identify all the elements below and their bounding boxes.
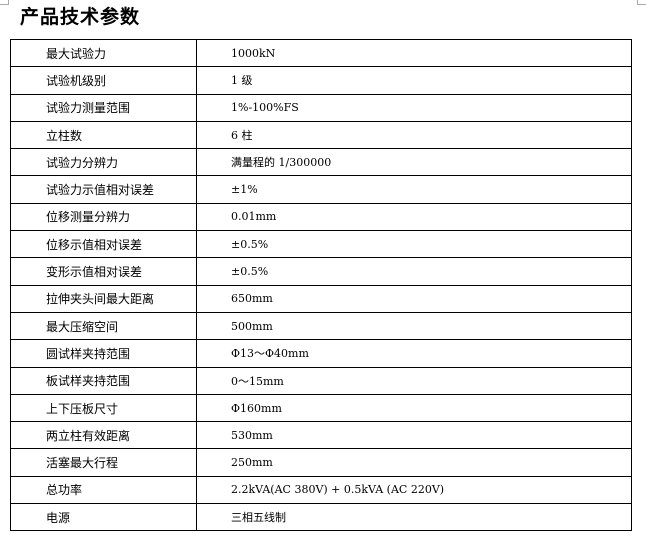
table-row: 最大压缩空间 500mm [10, 311, 632, 341]
corner-mark [0, 0, 9, 5]
table-row: 最大试验力 1000kN [10, 38, 632, 68]
corner-mark [637, 0, 646, 5]
table-row: 圆试样夹持范围 Φ13～Φ40mm [10, 339, 632, 368]
param-value: Φ160mm [196, 393, 632, 423]
table-row: 位移测量分辨力 0.01mm [10, 202, 632, 232]
table-row: 试验力示值相对误差 ±1% [10, 175, 632, 204]
param-label: 试验力示值相对误差 [10, 175, 197, 204]
param-label: 位移测量分辨力 [10, 202, 197, 232]
param-label: 活塞最大行程 [10, 448, 197, 477]
page-title: 产品技术参数 [20, 6, 141, 28]
param-value: 530mm [196, 421, 632, 450]
param-value: 250mm [196, 448, 632, 477]
param-value: ±0.5% [196, 257, 632, 286]
param-value: 2.2kVA(AC 380V) + 0.5kVA (AC 220V) [196, 475, 632, 505]
param-value: ±0.5% [196, 230, 632, 259]
table-row: 两立柱有效距离 530mm [10, 421, 632, 450]
param-label: 试验力分辨力 [10, 148, 197, 177]
table-row: 总功率 2.2kVA(AC 380V) + 0.5kVA (AC 220V) [10, 475, 632, 505]
param-value: 500mm [196, 311, 632, 341]
param-label: 圆试样夹持范围 [10, 339, 197, 368]
table-row: 试验力测量范围 1%-100%FS [10, 93, 632, 122]
param-label: 最大压缩空间 [10, 311, 197, 341]
param-value: 650mm [196, 284, 632, 313]
param-label: 立柱数 [10, 120, 197, 150]
table-row: 拉伸夹头间最大距离 650mm [10, 284, 632, 313]
param-label: 最大试验力 [10, 38, 197, 68]
table-row: 电源 三相五线制 [10, 503, 632, 532]
param-value: Φ13～Φ40mm [196, 339, 632, 368]
spec-table: 最大试验力 1000kN 试验机级别 1 级试验力测量范围 1%-100%FS 立柱数 6 … [10, 38, 632, 532]
param-label: 电源 [10, 503, 197, 532]
table-row: 活塞最大行程 250mm [10, 448, 632, 477]
param-value: 1 级 [196, 66, 632, 95]
param-label: 板试样夹持范围 [10, 366, 197, 395]
param-value: 6 柱 [196, 120, 632, 150]
param-label: 总功率 [10, 475, 197, 505]
param-value: 满量程的 1/300000 [196, 148, 632, 177]
param-label: 位移示值相对误差 [10, 230, 197, 259]
table-row: 板试样夹持范围 0～15mm [10, 366, 632, 395]
param-value: 三相五线制 [196, 503, 632, 532]
param-label: 试验机级别 [10, 66, 197, 95]
table-row: 变形示值相对误差 ±0.5% [10, 257, 632, 286]
table-row: 立柱数 6 柱 [10, 120, 632, 150]
param-value: ±1% [196, 175, 632, 204]
param-label: 上下压板尺寸 [10, 393, 197, 423]
table-row: 位移示值相对误差 ±0.5% [10, 230, 632, 259]
table-row: 上下压板尺寸 Φ160mm [10, 393, 632, 423]
param-label: 两立柱有效距离 [10, 421, 197, 450]
param-label: 试验力测量范围 [10, 93, 197, 122]
table-row: 试验力分辨力 满量程的 1/300000 [10, 148, 632, 177]
param-label: 变形示值相对误差 [10, 257, 197, 286]
table-row: 试验机级别 1 级 [10, 66, 632, 95]
param-value: 1000kN [196, 38, 632, 68]
param-value: 0.01mm [196, 202, 632, 232]
param-value: 0～15mm [196, 366, 632, 395]
param-value: 1%-100%FS [196, 93, 632, 122]
param-label: 拉伸夹头间最大距离 [10, 284, 197, 313]
